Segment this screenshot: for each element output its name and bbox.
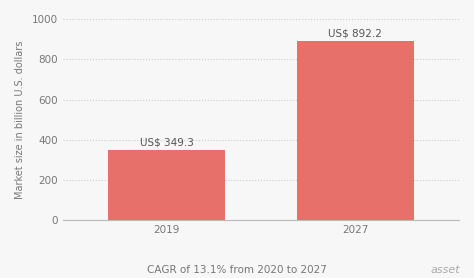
Text: asset: asset [430,265,460,275]
Bar [297,41,414,220]
Text: US$ 892.2: US$ 892.2 [328,28,382,38]
Text: CAGR of 13.1% from 2020 to 2027: CAGR of 13.1% from 2020 to 2027 [147,265,327,275]
Bar [108,150,225,220]
Text: US$ 349.3: US$ 349.3 [140,138,193,148]
Y-axis label: Market size in billion U.S. dollars: Market size in billion U.S. dollars [15,41,25,199]
